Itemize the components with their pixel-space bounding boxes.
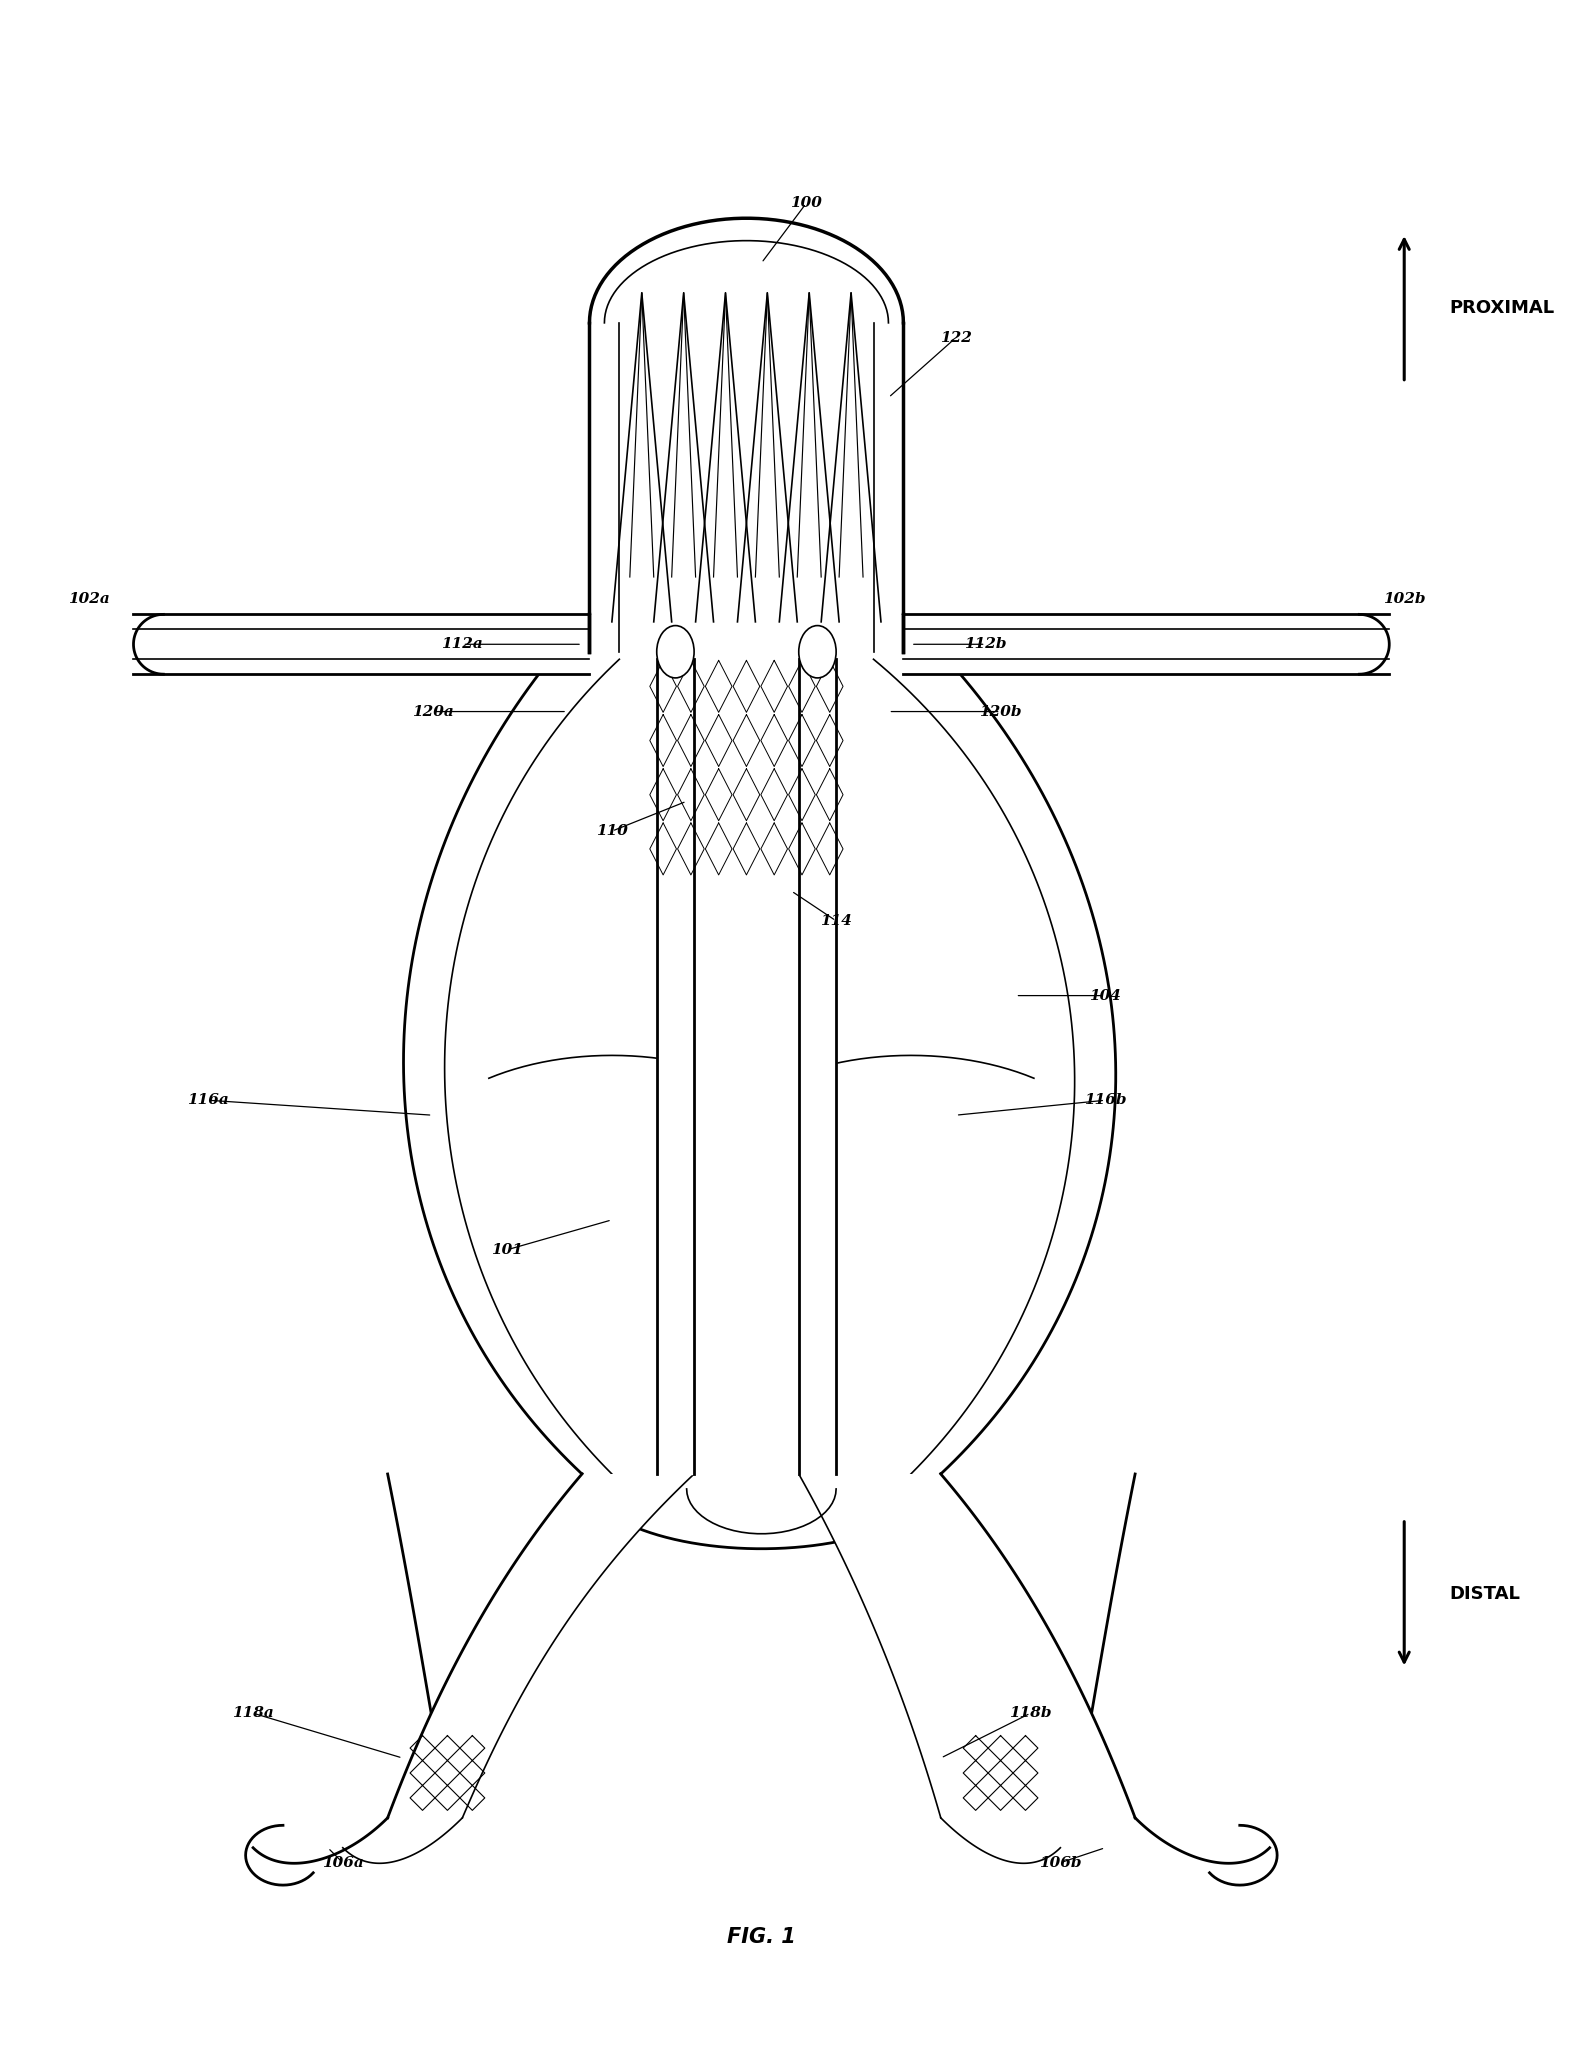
Text: PROXIMAL: PROXIMAL	[1448, 299, 1554, 318]
Text: 101: 101	[492, 1243, 523, 1257]
Text: DISTAL: DISTAL	[1448, 1585, 1519, 1602]
Text: 104: 104	[1089, 989, 1121, 1003]
Text: 110: 110	[596, 825, 627, 839]
Text: 102a: 102a	[68, 593, 109, 607]
Text: 118a: 118a	[232, 1706, 274, 1721]
Text: 106a: 106a	[322, 1856, 364, 1871]
Text: 112b: 112b	[965, 638, 1007, 652]
Text: 116a: 116a	[188, 1093, 229, 1108]
Text: 120a: 120a	[411, 706, 454, 718]
Text: 118b: 118b	[1009, 1706, 1051, 1721]
Text: FIG. 1: FIG. 1	[727, 1928, 796, 1948]
Text: 122: 122	[939, 330, 972, 345]
Bar	[619, 240, 873, 652]
Text: 100: 100	[790, 197, 823, 211]
Polygon shape	[388, 1475, 693, 1817]
Ellipse shape	[657, 626, 693, 679]
Text: 120b: 120b	[979, 706, 1021, 718]
Text: 116b: 116b	[1084, 1093, 1127, 1108]
Text: 114: 114	[820, 915, 853, 927]
Text: 106b: 106b	[1039, 1856, 1081, 1871]
Polygon shape	[799, 1475, 1135, 1817]
Ellipse shape	[799, 626, 837, 679]
Text: 112a: 112a	[441, 638, 484, 652]
Polygon shape	[403, 615, 1116, 1549]
Text: 102b: 102b	[1384, 593, 1425, 607]
